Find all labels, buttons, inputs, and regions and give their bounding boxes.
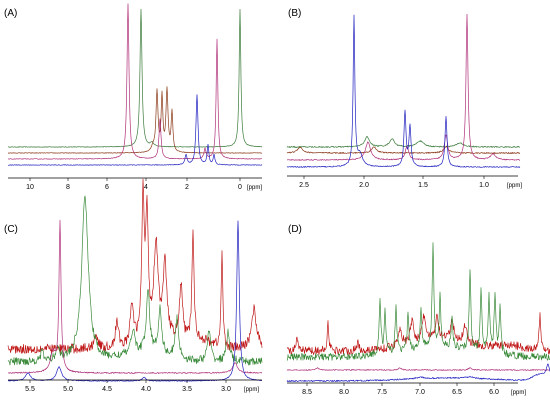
x-tick-label: 1.5	[418, 182, 428, 189]
spectrum-trace-3	[7, 219, 262, 374]
spectrum-trace-1	[7, 8, 262, 148]
spectrum-trace-1	[286, 312, 550, 355]
spectrum-panel-b: (B) 2.5 2.0 1.5 1.0 [ppm]	[286, 8, 522, 189]
spectrum-trace-3	[7, 3, 262, 160]
x-tick-label: 7.0	[415, 389, 425, 396]
spectrum-trace-4	[286, 363, 550, 382]
spectrum-trace-4	[7, 220, 262, 382]
x-tick-label: 4.0	[141, 386, 151, 393]
x-axis-unit: [ppm]	[511, 390, 526, 396]
spectrum-trace-3	[286, 13, 520, 161]
x-tick-label: 4	[144, 184, 148, 191]
x-tick-label: 8	[66, 184, 70, 191]
x-tick-label: 10	[26, 184, 34, 191]
x-tick-label: 1.0	[479, 182, 489, 189]
spectrum-panel-c: (C) 5.5 5.0 4.5 4.0 3.5 3.0 [ppm]	[4, 178, 263, 393]
panel-label: (A)	[4, 8, 17, 19]
spectrum-trace-2	[286, 146, 521, 154]
spectrum-trace-2	[7, 86, 263, 154]
x-tick-label: 0	[238, 184, 242, 191]
spectrum-trace-2	[286, 242, 550, 361]
x-axis-unit: [ppm]	[244, 387, 259, 393]
x-tick-label: 7.5	[377, 389, 387, 396]
x-tick-label: 6	[105, 184, 109, 191]
panel-label: (D)	[288, 224, 302, 235]
x-tick-label: 2	[185, 184, 189, 191]
x-tick-label: 5.5	[25, 386, 35, 393]
spectrum-panel-d: (D) 8.5 8.0 7.5 7.0 6.5 6.0 [ppm]	[286, 224, 550, 396]
x-tick-label: 4.5	[102, 386, 112, 393]
x-tick-label: 2.0	[359, 182, 369, 189]
x-axis-unit: [ppm]	[247, 185, 262, 191]
spectrum-trace-4	[286, 14, 521, 168]
x-tick-label: 5.0	[63, 386, 73, 393]
spectrum-trace-2	[7, 195, 263, 366]
x-tick-label: 3.0	[221, 386, 231, 393]
x-tick-label: 8.0	[339, 389, 349, 396]
x-tick-label: 3.5	[182, 386, 192, 393]
x-tick-label: 6.5	[452, 389, 462, 396]
x-tick-label: 2.5	[299, 182, 309, 189]
panel-label: (B)	[288, 8, 301, 19]
x-axis-unit: [ppm]	[507, 183, 522, 189]
x-tick-label: 6.0	[489, 389, 499, 396]
spectrum-panel-a: (A) 10 8 6 4 2 0 [ppm]	[4, 3, 263, 191]
x-tick-label: 8.5	[302, 389, 312, 396]
spectrum-trace-4	[7, 94, 263, 166]
panel-label: (C)	[4, 224, 18, 235]
spectrum-trace-1	[7, 178, 263, 354]
spectrum-trace-3	[286, 367, 550, 371]
